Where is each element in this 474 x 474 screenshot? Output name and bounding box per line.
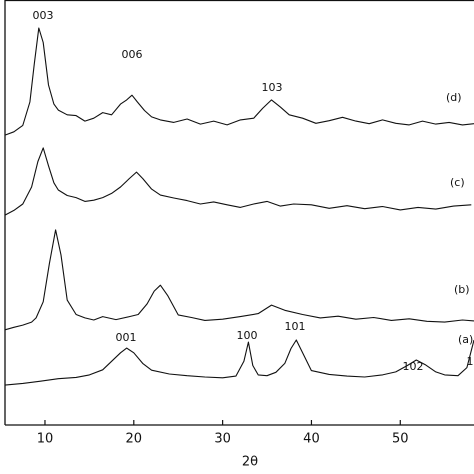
peak-label: 103 [262, 81, 283, 94]
x-tick-label: 10 [37, 432, 54, 447]
series-line [4, 229, 474, 331]
series-line [4, 147, 472, 216]
x-tick-label: 50 [392, 432, 409, 447]
peak-label: 003 [33, 9, 54, 22]
peak-label: 006 [122, 48, 143, 61]
peak-label: 100 [237, 329, 258, 342]
peak-label: 102 [403, 360, 424, 373]
peak-label: 1 [467, 355, 474, 368]
x-tick-label: 40 [303, 432, 320, 447]
peak-label: 001 [116, 331, 137, 344]
series-line [4, 27, 474, 136]
x-tick-label: 30 [214, 432, 231, 447]
peak-label: 101 [285, 320, 306, 333]
x-tick-label: 20 [126, 432, 143, 447]
series-line [4, 339, 474, 386]
curve-label: (a) [458, 333, 473, 346]
curve-label: (d) [446, 91, 462, 104]
curve-label: (c) [450, 176, 465, 189]
curve-label: (b) [454, 283, 470, 296]
x-axis-label: 2θ [242, 455, 258, 470]
